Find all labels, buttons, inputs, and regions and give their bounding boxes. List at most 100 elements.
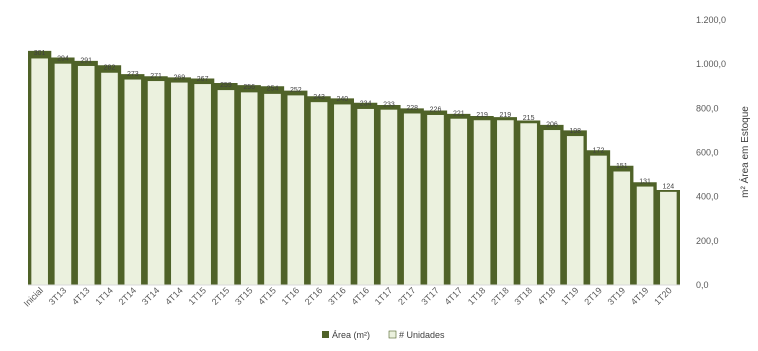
data-label-1T20: 124	[663, 184, 675, 191]
bar-3T19	[612, 170, 631, 286]
bar-1T18	[473, 119, 491, 286]
bar-3T18	[519, 122, 538, 286]
bar-4T18	[543, 129, 561, 286]
x-tick-label: 1T20	[652, 285, 674, 307]
x-tick-label: 3T19	[606, 285, 628, 307]
bar-2T14	[123, 78, 142, 286]
right-axis: 0,0 200,0 400,0 600,0 800,0 1.000,0 1.200,0	[696, 15, 726, 290]
x-tick-label: 2T16	[303, 285, 325, 307]
right-tick-label: 800,0	[696, 103, 719, 113]
x-tick-label: 3T15	[233, 285, 255, 307]
data-label-2T18: 219	[500, 112, 512, 119]
data-label-4T15: 254	[267, 86, 279, 93]
legend-label-area: Área (m²)	[332, 330, 370, 340]
x-tick-label: 2T18	[489, 285, 511, 307]
data-label-4T14: 269	[174, 74, 186, 81]
data-label-4T17: 221	[453, 110, 465, 117]
data-label-3T19: 151	[616, 163, 628, 170]
x-tick-label: 1T17	[373, 285, 395, 307]
right-tick-label: 200,0	[696, 236, 719, 246]
bar-4T16	[356, 108, 375, 286]
bar-3T13	[54, 63, 72, 286]
x-tick-label: 1T14	[93, 285, 115, 307]
bar-4T19	[636, 185, 654, 286]
right-tick-label: 400,0	[696, 192, 719, 202]
right-tick-label: 1.200,0	[696, 15, 726, 25]
x-tick-label: 3T16	[326, 285, 348, 307]
x-tick-label: 4T16	[349, 285, 371, 307]
bar-2T15	[217, 89, 235, 286]
data-label-1T17: 233	[383, 101, 395, 108]
bar-4T17	[449, 118, 468, 286]
right-tick-label: 1.000,0	[696, 59, 726, 69]
bar-1T20	[659, 191, 678, 286]
data-label-3T17: 226	[430, 107, 442, 114]
data-label-1T15: 267	[197, 76, 209, 83]
data-label-2T19: 172	[593, 147, 605, 154]
data-label-4T16: 234	[360, 101, 372, 108]
x-tick-label: 4T17	[443, 285, 465, 307]
right-axis-title: m² Área em Estoque	[738, 106, 751, 198]
data-label-2T15: 259	[220, 82, 232, 89]
x-tick-label: 3T13	[47, 285, 69, 307]
bar-4T13	[77, 65, 96, 286]
data-label-2T16: 243	[313, 94, 325, 101]
bar-1T14	[100, 72, 119, 286]
data-label-2T14: 273	[127, 71, 139, 78]
x-tick-label: 4T18	[536, 285, 558, 307]
x-tick-label: 4T19	[629, 285, 651, 307]
x-tick-label: 2T14	[117, 285, 139, 307]
bar-3T16	[333, 103, 352, 286]
right-tick-label: 0,0	[696, 280, 709, 290]
bar-3T14	[147, 80, 165, 286]
x-tick-label: 4T15	[256, 285, 278, 307]
bar-4T15	[263, 93, 282, 286]
x-tick-label: 4T13	[70, 285, 92, 307]
x-tick-label: 2T17	[396, 285, 418, 307]
x-tick-label: 3T14	[140, 285, 162, 307]
bar-2T17	[403, 112, 422, 286]
bar-3T17	[426, 114, 445, 286]
bar-2T19	[589, 155, 608, 286]
data-label-Inicial: 301	[34, 50, 46, 57]
x-tick-label: 2T19	[582, 285, 604, 307]
data-label-3T14: 271	[150, 73, 162, 80]
data-label-4T19: 131	[639, 178, 651, 185]
area-series	[28, 50, 680, 285]
bar-Inicial	[30, 57, 49, 286]
x-axis: Inicial 3T13 4T13 1T14 2T14 3T14 4T14 1T15 2T15 3…	[22, 285, 674, 308]
x-tick-label: Inicial	[22, 285, 45, 308]
x-tick-label: 4T14	[163, 285, 185, 307]
legend-swatch-units	[388, 330, 397, 339]
bar-2T16	[310, 101, 328, 286]
data-label-4T18: 206	[546, 122, 558, 129]
bar-1T15	[193, 83, 212, 286]
bar-1T16	[286, 94, 305, 286]
data-label-4T13: 291	[80, 58, 92, 65]
right-tick-label: 600,0	[696, 148, 719, 158]
legend: Área (m²) # Unidades	[322, 330, 445, 340]
data-label-1T14: 282	[104, 64, 116, 71]
data-label-1T19: 198	[569, 128, 581, 135]
x-tick-label: 1T15	[186, 285, 208, 307]
bar-1T19	[566, 135, 585, 286]
data-label-3T13: 294	[57, 55, 69, 62]
data-label-1T18: 219	[476, 112, 488, 119]
x-tick-label: 2T15	[210, 285, 232, 307]
bar-4T14	[170, 81, 189, 286]
x-tick-label: 1T18	[466, 285, 488, 307]
x-tick-label: 3T17	[419, 285, 441, 307]
data-label-3T18: 215	[523, 115, 535, 122]
legend-swatch-area	[322, 331, 329, 338]
data-label-1T16: 252	[290, 87, 302, 94]
bar-2T18	[496, 119, 515, 286]
x-tick-label: 3T18	[512, 285, 534, 307]
x-tick-label: 1T16	[280, 285, 302, 307]
data-label-3T16: 240	[337, 96, 349, 103]
x-tick-label: 1T19	[559, 285, 581, 307]
plot-area: 301 294 291 282 273 271 269 267 259 256 254 252 243 2…	[28, 50, 680, 286]
legend-label-units: # Unidades	[399, 330, 445, 340]
data-label-2T17: 228	[406, 105, 418, 112]
bar-1T17	[380, 109, 398, 286]
